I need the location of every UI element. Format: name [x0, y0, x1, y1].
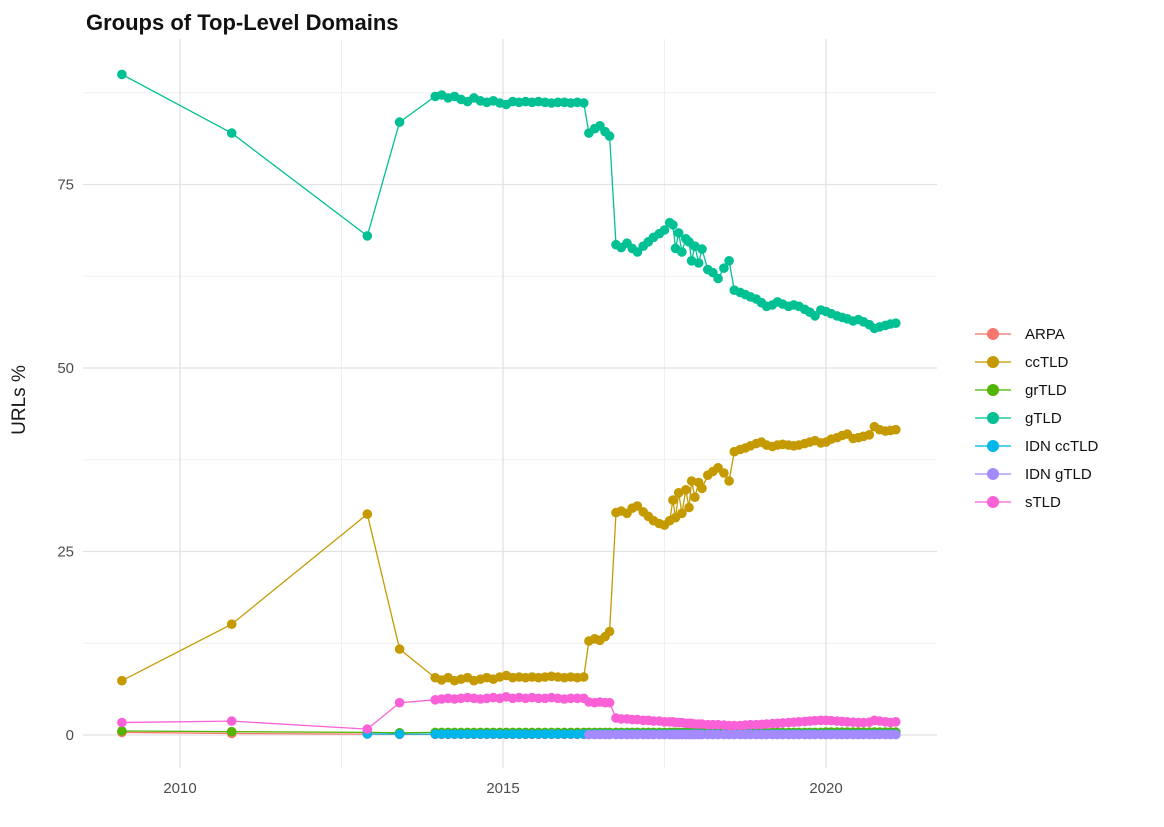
data-point — [684, 502, 694, 513]
data-point — [579, 672, 589, 682]
legend-key-icon — [975, 495, 1011, 509]
y-tick-label: 25 — [57, 544, 74, 561]
data-point — [226, 716, 237, 726]
legend-label: sTLD — [1025, 493, 1061, 511]
data-point — [362, 724, 373, 734]
data-point — [891, 318, 901, 329]
data-series — [117, 69, 901, 740]
data-point — [677, 508, 687, 519]
gridlines-major — [83, 39, 937, 768]
data-point — [226, 128, 237, 138]
data-point — [864, 430, 875, 440]
legend-dot — [987, 328, 999, 340]
data-point — [668, 495, 678, 505]
series-stld — [117, 692, 901, 734]
data-point — [394, 697, 405, 708]
legend-item-cctld: ccTLD — [975, 348, 1098, 376]
data-point — [690, 492, 700, 503]
legend-label: ccTLD — [1025, 353, 1069, 371]
series-idn-gtld — [584, 729, 901, 740]
data-point — [713, 273, 723, 284]
data-point — [117, 69, 127, 80]
y-axis-title: URLs % — [9, 365, 30, 435]
legend-label: grTLD — [1025, 381, 1067, 399]
x-tick-label: 2015 — [486, 780, 519, 797]
data-point — [724, 255, 734, 266]
legend-item-idn-gtld: IDN gTLD — [975, 460, 1098, 488]
data-point — [659, 225, 670, 235]
data-point — [668, 220, 678, 230]
data-point — [891, 717, 901, 727]
data-point — [226, 726, 237, 737]
legend-key-icon — [975, 355, 1011, 369]
legend-label: IDN gTLD — [1025, 465, 1092, 483]
legend-item-arpa: ARPA — [975, 320, 1098, 348]
legend-label: ARPA — [1025, 325, 1065, 343]
gridlines-minor — [83, 39, 937, 768]
data-point — [604, 131, 615, 141]
legend-item-stld: sTLD — [975, 488, 1098, 516]
legend-key-icon — [975, 327, 1011, 341]
data-point — [724, 476, 734, 486]
y-tick-label: 0 — [66, 727, 74, 744]
legend-label: gTLD — [1025, 409, 1062, 427]
data-point — [891, 729, 901, 740]
legend-dot — [987, 356, 999, 368]
data-point — [693, 258, 704, 268]
data-point — [117, 726, 127, 736]
data-point — [719, 468, 729, 478]
data-point — [604, 626, 615, 637]
data-point — [891, 424, 901, 435]
legend-label: IDN ccTLD — [1025, 437, 1099, 455]
data-point — [117, 675, 127, 686]
data-point — [632, 501, 643, 511]
legend-item-gtld: gTLD — [975, 404, 1098, 432]
data-point — [677, 247, 687, 257]
data-point — [673, 228, 684, 238]
legend-dot — [987, 384, 999, 396]
data-point — [719, 263, 729, 274]
legend-item-idn-cctld: IDN ccTLD — [975, 432, 1098, 460]
x-tick-label: 2020 — [809, 780, 842, 797]
data-point — [579, 98, 589, 108]
legend-dot — [987, 496, 999, 508]
data-point — [681, 485, 691, 495]
data-point — [226, 619, 237, 629]
series-line — [121, 73, 896, 330]
legend-key-icon — [975, 439, 1011, 453]
y-tick-label: 50 — [57, 360, 74, 377]
data-point — [394, 117, 405, 127]
legend-key-icon — [975, 411, 1011, 425]
series-line — [121, 425, 896, 682]
axis-tick-labels: 0 25 50 75 2010 2015 2020 — [57, 177, 842, 798]
data-point — [117, 717, 127, 728]
x-tick-label: 2010 — [163, 780, 196, 797]
legend-item-grtld: grTLD — [975, 376, 1098, 404]
legend-dot — [987, 412, 999, 424]
data-point — [394, 644, 405, 654]
data-point — [394, 729, 405, 739]
legend-dot — [987, 468, 999, 480]
series-cctld — [117, 421, 901, 686]
data-point — [362, 509, 373, 519]
legend-key-icon — [975, 467, 1011, 481]
data-point — [604, 697, 615, 708]
data-point — [697, 483, 707, 494]
legend: ARPA ccTLD grTLD gTLD IDN ccTLD IDN gTLD sTLD — [975, 320, 1098, 516]
legend-key-icon — [975, 383, 1011, 397]
chart-title: Groups of Top-Level Domains — [86, 10, 399, 35]
data-point — [810, 311, 820, 321]
series-gtld — [117, 69, 901, 334]
legend-dot — [987, 440, 999, 452]
data-point — [632, 247, 643, 257]
data-point — [697, 244, 707, 254]
data-point — [362, 231, 373, 241]
y-tick-label: 75 — [57, 177, 74, 194]
